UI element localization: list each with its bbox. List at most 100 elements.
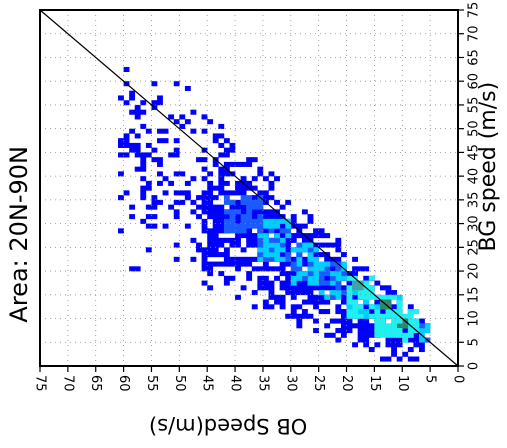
density-cell bbox=[374, 318, 381, 324]
density-cell bbox=[140, 157, 147, 163]
density-cell bbox=[212, 218, 219, 224]
density-cell bbox=[290, 304, 297, 310]
density-cell bbox=[357, 313, 364, 319]
density-cell bbox=[391, 290, 397, 296]
density-cell bbox=[296, 280, 303, 286]
density-cell bbox=[268, 252, 275, 258]
density-cell bbox=[190, 176, 197, 182]
density-cell bbox=[145, 128, 152, 134]
x-tick-label: 55 bbox=[144, 375, 159, 392]
density-cell bbox=[240, 261, 247, 267]
density-cell bbox=[246, 275, 253, 281]
density-cell bbox=[313, 294, 319, 300]
density-cell bbox=[307, 313, 314, 319]
density-cell bbox=[324, 261, 331, 267]
density-cell bbox=[118, 171, 124, 177]
density-cell bbox=[201, 114, 208, 120]
density-cell bbox=[168, 180, 175, 186]
density-cell bbox=[374, 313, 381, 319]
density-cell bbox=[223, 223, 230, 229]
density-cell bbox=[190, 128, 197, 134]
density-cell bbox=[240, 285, 247, 291]
density-cell bbox=[290, 256, 297, 262]
density-cell bbox=[140, 195, 147, 201]
density-cell bbox=[251, 214, 258, 220]
density-cell bbox=[301, 237, 308, 243]
density-cell bbox=[229, 218, 236, 224]
density-cell bbox=[212, 133, 219, 139]
density-cell bbox=[123, 142, 130, 148]
density-cell bbox=[157, 157, 163, 163]
density-cell bbox=[251, 209, 258, 215]
density-cell bbox=[324, 280, 331, 286]
density-cell bbox=[318, 290, 325, 296]
density-cell bbox=[290, 294, 297, 300]
y-tick-label: 45 bbox=[467, 144, 482, 161]
density-cell bbox=[418, 347, 425, 353]
density-cell bbox=[279, 280, 286, 286]
density-cell bbox=[151, 223, 158, 229]
density-cell bbox=[140, 152, 147, 158]
density-cell bbox=[134, 109, 141, 115]
y-tick-label: 10 bbox=[467, 310, 482, 327]
density-cell bbox=[391, 337, 397, 343]
density-cell bbox=[268, 223, 275, 229]
y-tick-label: 35 bbox=[467, 192, 482, 209]
density-cell bbox=[207, 209, 214, 215]
density-cell bbox=[307, 271, 314, 277]
density-cell bbox=[352, 256, 358, 262]
density-cell bbox=[368, 275, 375, 281]
density-cell bbox=[223, 256, 230, 262]
density-cell bbox=[391, 347, 397, 353]
density-cell bbox=[324, 271, 331, 277]
density-cell bbox=[218, 209, 225, 215]
density-cell bbox=[285, 252, 292, 258]
x-tick-label: 65 bbox=[88, 375, 103, 392]
density-cell bbox=[274, 199, 280, 205]
density-cell bbox=[402, 332, 409, 338]
density-cell bbox=[335, 337, 342, 343]
density-cell bbox=[307, 299, 314, 305]
density-cell bbox=[262, 209, 269, 215]
density-cell bbox=[223, 252, 230, 258]
density-cell bbox=[346, 313, 353, 319]
density-cell bbox=[218, 223, 225, 229]
density-cell bbox=[207, 228, 214, 234]
x-tick-label: 25 bbox=[311, 375, 326, 392]
density-cell bbox=[307, 233, 314, 239]
density-cell bbox=[134, 133, 141, 139]
density-cell bbox=[246, 271, 253, 277]
density-cell bbox=[157, 138, 163, 144]
density-cell bbox=[262, 304, 269, 310]
density-cell bbox=[385, 285, 392, 291]
density-cell bbox=[307, 256, 314, 262]
x-tick-label: 15 bbox=[367, 375, 382, 392]
density-cell bbox=[335, 256, 342, 262]
density-cell bbox=[363, 280, 370, 286]
density-cell bbox=[413, 342, 420, 348]
density-cell bbox=[251, 218, 258, 224]
density-cell bbox=[346, 275, 353, 281]
density-cell bbox=[285, 313, 292, 319]
density-cell bbox=[218, 214, 225, 220]
density-cell bbox=[335, 318, 342, 324]
density-cell bbox=[274, 233, 280, 239]
density-cell bbox=[190, 209, 197, 215]
density-cell bbox=[318, 242, 325, 248]
density-cell bbox=[335, 328, 342, 334]
density-cell bbox=[290, 280, 297, 286]
density-cell bbox=[129, 204, 136, 210]
density-cell bbox=[313, 280, 319, 286]
density-cell bbox=[279, 242, 286, 248]
density-cell bbox=[340, 252, 347, 258]
density-cell bbox=[391, 328, 397, 334]
density-cell bbox=[396, 294, 403, 300]
density-cell bbox=[218, 204, 225, 210]
density-cell bbox=[352, 299, 358, 305]
density-cell bbox=[223, 275, 230, 281]
density-cell bbox=[207, 237, 214, 243]
density-cell bbox=[223, 180, 230, 186]
density-cell bbox=[274, 275, 280, 281]
density-cell bbox=[274, 218, 280, 224]
density-cell bbox=[301, 256, 308, 262]
